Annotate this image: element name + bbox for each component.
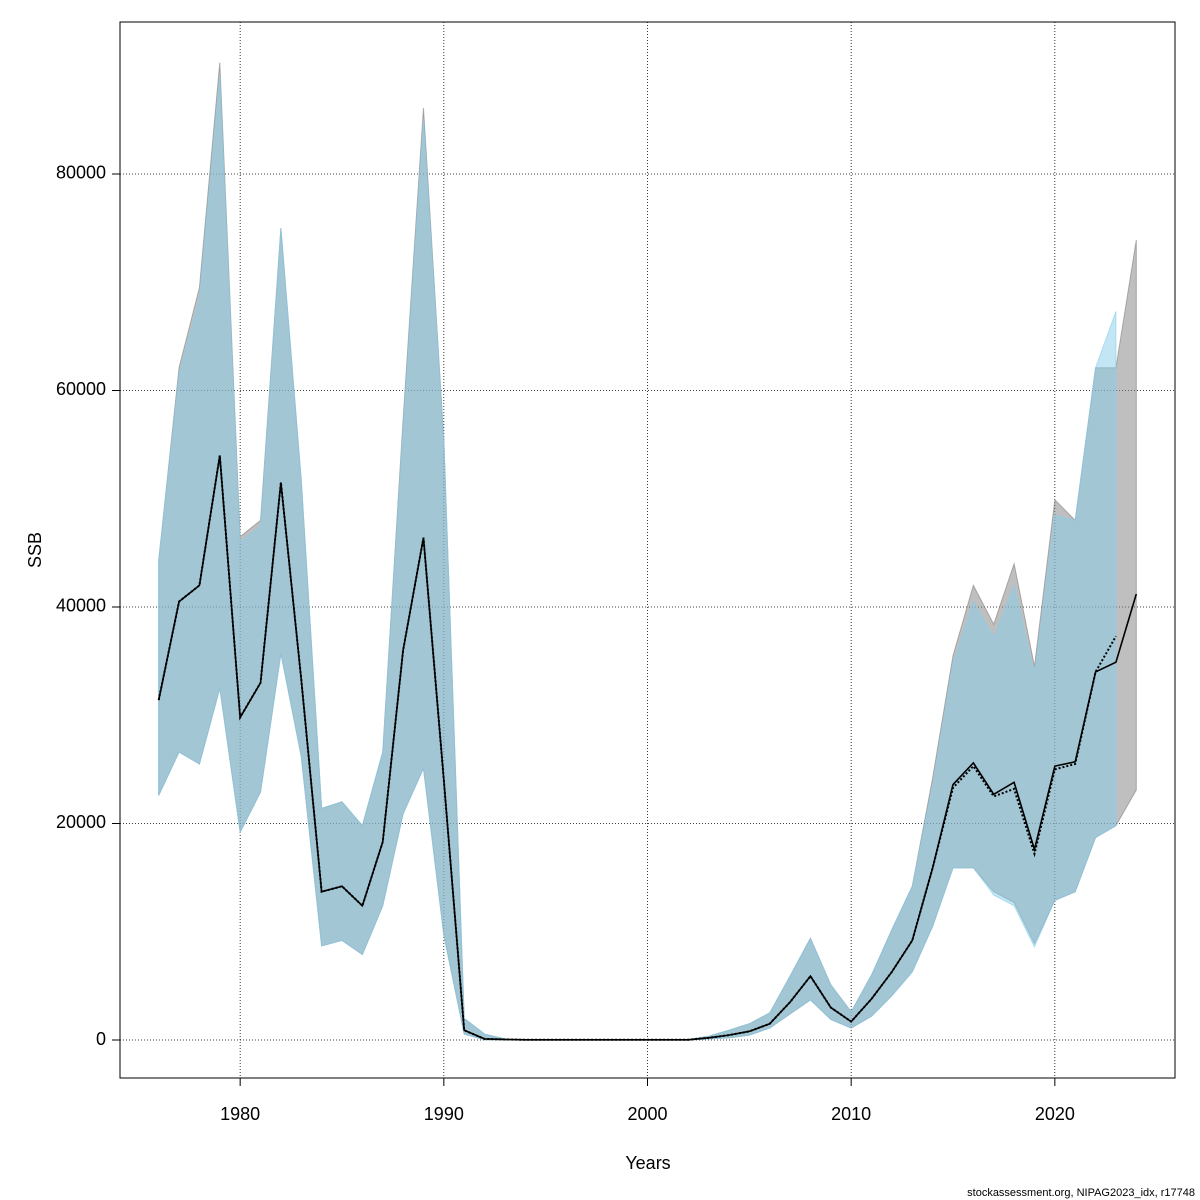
y-tick-label: 40000	[56, 596, 106, 616]
x-tick-label: 1990	[424, 1104, 464, 1124]
y-tick-label: 80000	[56, 163, 106, 183]
x-tick-label: 2020	[1035, 1104, 1075, 1124]
x-tick-label: 2010	[831, 1104, 871, 1124]
y-tick-label: 20000	[56, 812, 106, 832]
y-tick-label: 0	[96, 1029, 106, 1049]
x-tick-label: 1980	[220, 1104, 260, 1124]
footer: stockassessment.org, NIPAG2023_idx, r177…	[967, 1187, 1195, 1199]
confidence-band	[158, 76, 1117, 1041]
x-axis-label: Years	[625, 1153, 670, 1173]
y-tick-label: 60000	[56, 379, 106, 399]
x-tick-label: 2000	[627, 1104, 667, 1124]
y-axis-label: SSB	[25, 532, 45, 568]
